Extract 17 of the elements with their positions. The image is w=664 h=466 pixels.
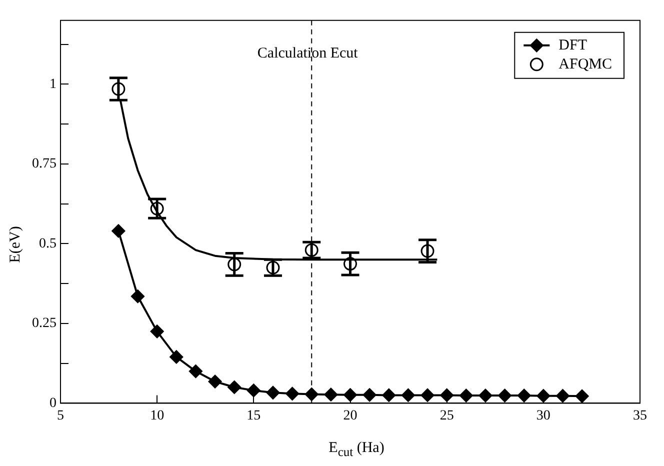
x-tick-label: 20 xyxy=(343,408,358,424)
y-tick-label: 0 xyxy=(50,396,56,411)
x-tick-label: 5 xyxy=(57,408,64,424)
x-tick-label: 15 xyxy=(246,408,261,424)
y-tick-label: 0.5 xyxy=(39,236,56,252)
y-tick-label: 0.75 xyxy=(32,156,56,172)
legend-label: DFT xyxy=(558,37,587,54)
y-axis-title: E(eV) xyxy=(8,225,24,265)
x-tick-label: 30 xyxy=(536,408,550,424)
ref-line-label: Calculation Ecut xyxy=(257,45,359,62)
x-axis-title: E$_{cut}$ (Ha) xyxy=(328,440,386,460)
x-tick-label: 10 xyxy=(150,408,164,424)
y-tick-label: 0.25 xyxy=(32,316,56,332)
x-tick-label: 35 xyxy=(633,408,647,424)
x-tick-label: 25 xyxy=(440,408,454,424)
y-tick-label: 1 xyxy=(50,76,56,92)
legend-label: AFQMC xyxy=(558,56,612,72)
